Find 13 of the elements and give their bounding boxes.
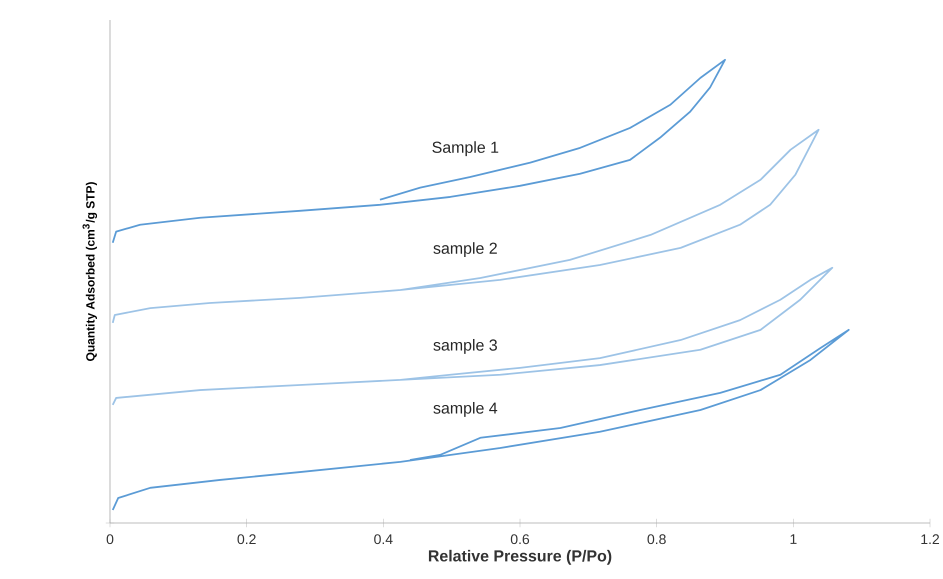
series-label: sample 4 <box>433 402 498 417</box>
x-tick-label: 0.2 <box>238 534 256 544</box>
series-label: sample 3 <box>433 338 497 354</box>
series-label: Sample 1 <box>432 141 498 156</box>
x-tick-label: 0 <box>106 534 114 544</box>
x-axis-title: Relative Pressure (P/Po) <box>428 550 612 565</box>
x-tick-label: 1 <box>790 534 797 544</box>
x-tick-label: 0.8 <box>648 534 666 544</box>
x-tick-label: 1.2 <box>921 534 940 544</box>
y-axis-title: Quantity Adsorbed (cm$^{3}$/g STP) <box>82 182 98 361</box>
x-tick-label: 0.6 <box>510 534 530 544</box>
x-tick-label: 0.4 <box>374 534 393 544</box>
series-label: sample 2 <box>433 242 497 258</box>
